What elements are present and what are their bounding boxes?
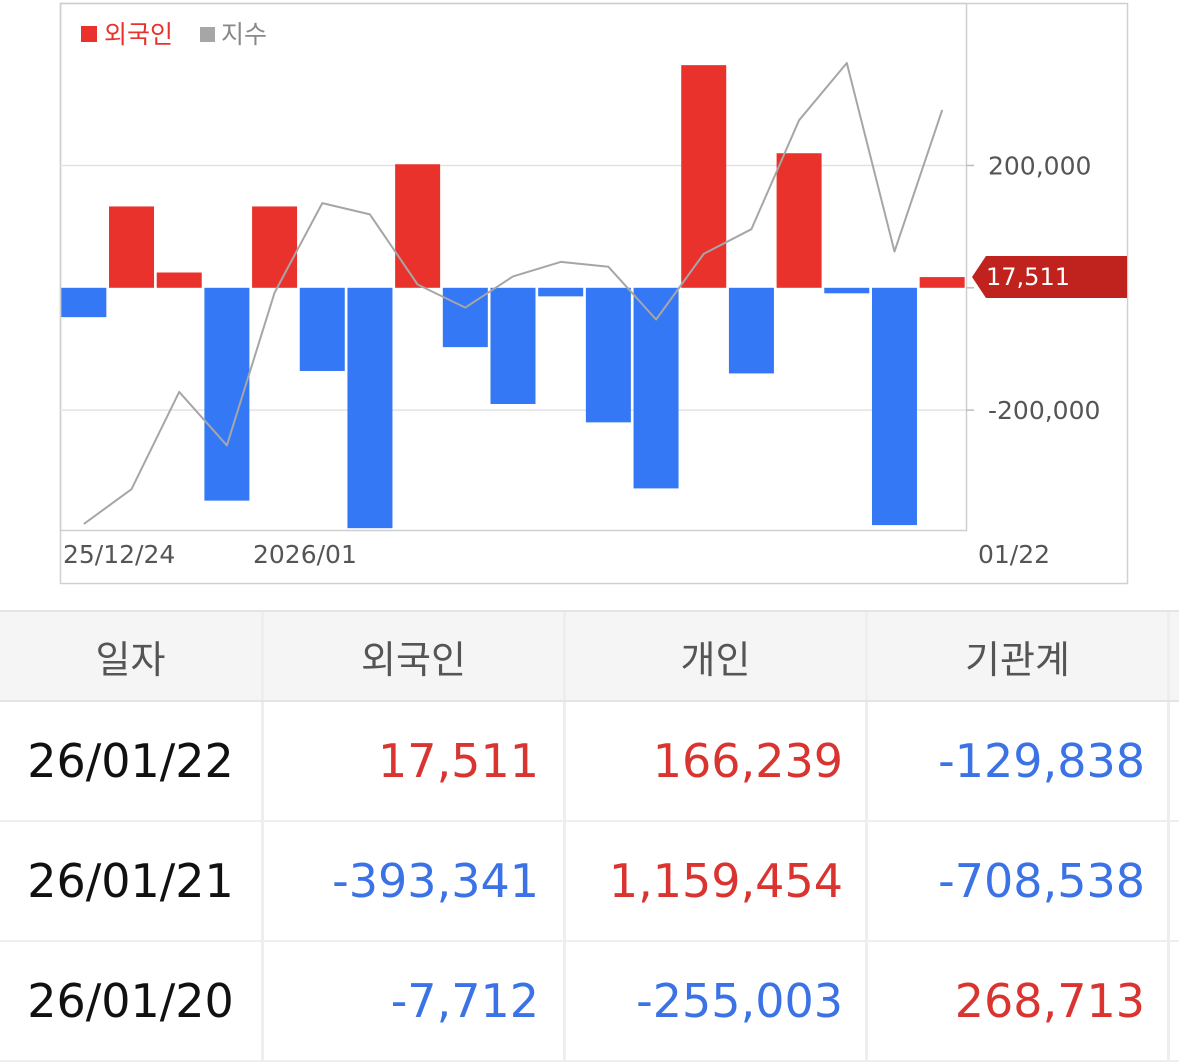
chart-canvas: 200,0000-200,000 25/12/24 2026/01 01/22 외국… [59, 2, 1129, 585]
index-line [83, 62, 944, 525]
investor-trading-table: 일자 외국인 개인 기관계 26/01/22 17,511 166,239 -1… [0, 610, 1179, 1062]
header-individual: 개인 [566, 612, 868, 700]
row-institution: -708,538 [868, 822, 1170, 940]
bar-foreign [824, 287, 870, 294]
table-row[interactable]: 26/01/22 17,511 166,239 -129,838 [0, 702, 1179, 822]
legend-swatch-foreign [81, 26, 97, 42]
row-date: 26/01/22 [0, 702, 264, 820]
row-date: 26/01/21 [0, 822, 264, 940]
bar-foreign [871, 287, 917, 526]
bar-foreign [490, 287, 536, 405]
row-foreign: -393,341 [264, 822, 566, 940]
investor-flow-chart: 200,0000-200,000 25/12/24 2026/01 01/22 외국… [59, 2, 1129, 585]
header-institution: 기관계 [868, 612, 1170, 700]
bar-foreign [395, 164, 441, 288]
bar-foreign [252, 206, 298, 288]
last-value-callout: 17,511 [972, 256, 1127, 298]
table-row[interactable]: 26/01/20 -7,712 -255,003 268,713 [0, 942, 1179, 1062]
row-date: 26/01/20 [0, 942, 264, 1060]
legend-swatch-index [200, 27, 215, 42]
header-date: 일자 [0, 612, 264, 700]
x-tick-label: 01/22 [978, 540, 1050, 569]
bar-foreign [776, 153, 822, 288]
bar-foreign [681, 65, 727, 288]
chart-legend: 외국인 지수 [81, 20, 267, 49]
bar-foreign [347, 287, 393, 529]
x-tick-label: 2026/01 [253, 540, 357, 569]
bar-foreign [585, 287, 631, 423]
header-overflow-column [1170, 612, 1179, 700]
row-foreign: 17,511 [264, 702, 566, 820]
y-axis-ticks: 200,0000-200,000 [966, 151, 1100, 425]
bar-foreign [633, 287, 679, 489]
bar-foreign [538, 287, 584, 297]
row-individual: 166,239 [566, 702, 868, 820]
y-tick-label: 200,000 [988, 151, 1091, 180]
row-overflow-cell [1170, 822, 1179, 940]
foreign-bars [61, 65, 965, 529]
header-foreign: 외국인 [264, 612, 566, 700]
row-individual: 1,159,454 [566, 822, 868, 940]
row-overflow-cell [1170, 942, 1179, 1060]
bar-foreign [156, 272, 202, 288]
last-value-marker [972, 256, 1127, 298]
table-header-row: 일자 외국인 개인 기관계 [0, 612, 1179, 702]
row-foreign: -7,712 [264, 942, 566, 1060]
legend-label-foreign: 외국인 [104, 20, 173, 49]
table-row[interactable]: 26/01/21 -393,341 1,159,454 -708,538 [0, 822, 1179, 942]
x-axis-ticks: 25/12/24 2026/01 01/22 [63, 540, 1050, 569]
legend-label-index: 지수 [221, 20, 267, 49]
last-value-label: 17,511 [986, 263, 1070, 291]
bar-foreign [919, 277, 965, 288]
plot-area-frame [59, 2, 968, 532]
bar-foreign [299, 287, 345, 371]
row-individual: -255,003 [566, 942, 868, 1060]
y-tick-label: -200,000 [988, 396, 1100, 425]
row-institution: -129,838 [868, 702, 1170, 820]
x-tick-label: 25/12/24 [63, 540, 175, 569]
row-institution: 268,713 [868, 942, 1170, 1060]
bar-foreign [728, 287, 774, 374]
row-overflow-cell [1170, 702, 1179, 820]
bar-foreign [109, 206, 155, 288]
bar-foreign [61, 287, 107, 318]
